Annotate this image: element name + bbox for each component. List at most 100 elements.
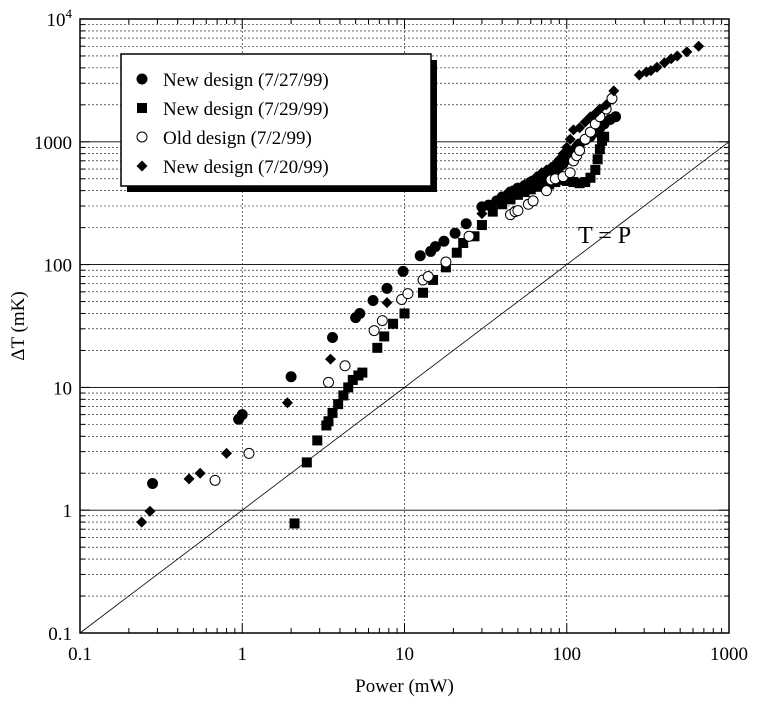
legend-marker [137, 103, 147, 113]
data-point [422, 271, 434, 283]
x-tick-label: 1 [238, 644, 248, 665]
y-tick-label: 100 [44, 256, 73, 277]
x-tick-label: 0.1 [68, 644, 92, 665]
data-point [381, 282, 393, 294]
data-point [338, 390, 349, 401]
data-point [564, 167, 576, 179]
data-point [236, 409, 248, 421]
data-point [585, 172, 596, 183]
data-point [333, 399, 344, 410]
legend-label: New design (7/27/99) [163, 70, 329, 91]
reference-line [79, 141, 730, 634]
data-point [289, 518, 300, 529]
legend-box [120, 53, 432, 187]
data-point [561, 141, 573, 153]
y-tick-label: 0.1 [48, 624, 72, 645]
data-point [561, 175, 572, 186]
data-point [564, 133, 576, 145]
x-axis-title: Power (mW) [355, 676, 454, 697]
data-point [610, 111, 622, 123]
data-point [574, 122, 586, 134]
y-tick-label: 104 [47, 6, 73, 31]
data-point [608, 85, 620, 97]
data-point [343, 382, 354, 393]
data-point [505, 194, 516, 205]
data-point [671, 50, 683, 62]
data-point [372, 342, 383, 353]
legend-marker [136, 73, 148, 85]
data-point [519, 187, 530, 198]
data-point [381, 297, 393, 309]
data-point [323, 416, 334, 427]
tick-labels: 0.1 1 10 100 1000 0.1 1 10 100 1000 104 [34, 6, 748, 665]
data-point [512, 189, 523, 200]
data-point [376, 315, 388, 327]
data-point [487, 206, 498, 217]
data-point [438, 235, 450, 247]
legend-marker [136, 160, 148, 172]
y-tick-label: 1000 [34, 133, 72, 154]
data-point [312, 435, 323, 446]
data-point [327, 331, 339, 343]
data-point [183, 473, 195, 485]
data-point [493, 193, 505, 205]
data-point [428, 274, 439, 285]
x-tick-label: 1000 [710, 644, 748, 665]
data-point [512, 205, 524, 217]
reference-line-layer [79, 141, 730, 634]
data-point [651, 61, 663, 73]
data-point [354, 307, 366, 319]
data-point [497, 199, 508, 210]
data-point [194, 467, 206, 479]
data-points [136, 40, 705, 529]
legend-label: New design (7/20/99) [163, 157, 329, 178]
data-point [592, 154, 603, 165]
data-point [584, 126, 596, 138]
data-point [357, 367, 368, 378]
legend-label: Old design (7/2/99) [163, 128, 312, 149]
data-point [599, 131, 610, 142]
data-point [243, 447, 255, 459]
data-point [476, 208, 488, 220]
data-point [379, 331, 390, 342]
data-point [693, 40, 705, 52]
data-point [325, 353, 337, 365]
x-tick-label: 100 [553, 644, 582, 665]
data-point [594, 144, 605, 155]
legend-marker [136, 131, 148, 143]
data-point [590, 164, 601, 175]
data-point [463, 230, 475, 242]
data-point [209, 474, 221, 486]
data-point [485, 200, 497, 212]
data-point [574, 178, 585, 189]
data-point [600, 99, 612, 111]
data-point [144, 505, 156, 517]
data-point [281, 397, 293, 409]
legend: New design (7/27/99) New design (7/29/99)… [120, 53, 437, 192]
data-point [147, 477, 159, 489]
data-point [414, 250, 426, 262]
series-3 [209, 93, 618, 486]
data-point [534, 181, 545, 192]
reference-line-label: T = P [578, 223, 631, 249]
data-point [527, 195, 539, 207]
data-point [327, 407, 338, 418]
data-point [540, 185, 552, 197]
data-point [440, 256, 452, 268]
data-point [136, 516, 148, 528]
y-tick-label: 1 [63, 501, 73, 522]
x-tick-label: 10 [395, 644, 414, 665]
axis-ticks [79, 19, 729, 633]
data-point [568, 177, 579, 188]
data-point [458, 237, 469, 248]
data-point [285, 371, 297, 383]
data-point [580, 177, 591, 188]
data-point [449, 227, 461, 239]
data-point [574, 144, 586, 156]
data-point [429, 241, 441, 253]
data-point [451, 247, 462, 258]
data-point [367, 295, 379, 307]
data-point [525, 184, 536, 195]
data-point [460, 218, 472, 230]
series-4 [136, 40, 705, 528]
